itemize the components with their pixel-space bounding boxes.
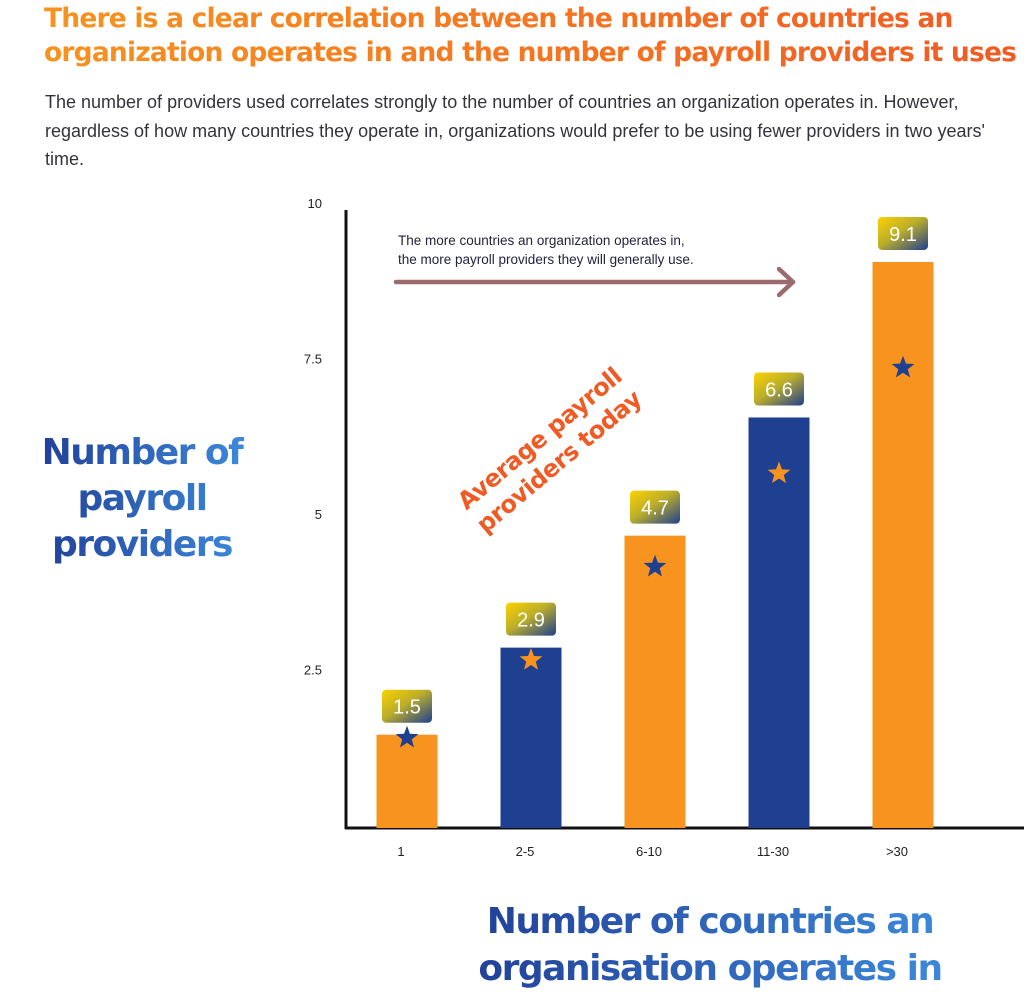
value-label: 6.6	[765, 379, 793, 401]
star-marker	[395, 725, 419, 748]
value-label: 4.7	[641, 498, 669, 520]
bar	[624, 535, 686, 828]
x-tick-label: >30	[886, 844, 908, 859]
value-label: 1.5	[393, 697, 421, 719]
bar	[376, 734, 438, 828]
star-marker	[767, 461, 791, 484]
bar	[872, 261, 934, 829]
star-marker	[891, 355, 915, 378]
x-tick-label: 1	[397, 844, 404, 859]
x-tick-labels: 1 2-5 6-10 11-30 >30	[397, 844, 908, 859]
star-marker	[643, 554, 667, 577]
average-payroll-label: Average payroll providers today	[452, 362, 647, 539]
value-label: 9.1	[889, 224, 917, 246]
value-label-badge	[754, 372, 804, 406]
value-label-badge	[382, 689, 432, 723]
y-tick-label: 7.5	[304, 352, 322, 367]
x-tick-label: 6-10	[636, 844, 662, 859]
y-tick-labels: 2.5 5 7.5 10	[304, 196, 322, 678]
page-title: There is a clear correlation between the…	[44, 2, 1019, 70]
bars-group: 1.5 2.9 4.7 6.6 9.1	[376, 216, 934, 829]
value-label-badge	[506, 602, 556, 636]
x-axis-label: Number of countries an organisation oper…	[430, 898, 990, 992]
y-tick-label: 5	[315, 507, 322, 522]
y-tick-label: 2.5	[304, 663, 322, 678]
x-tick-label: 2-5	[516, 844, 535, 859]
page-subtitle: The number of providers used correlates …	[45, 92, 985, 169]
y-tick-label: 10	[308, 196, 322, 211]
annotation-line-1: The more countries an organization opera…	[398, 233, 685, 248]
value-label-badge	[878, 216, 928, 250]
value-label-badge	[630, 490, 680, 524]
star-marker	[519, 648, 543, 670]
x-tick-label: 11-30	[757, 844, 789, 859]
trend-annotation: The more countries an organization opera…	[393, 233, 796, 282]
bar	[748, 417, 810, 828]
annotation-line-2: the more payroll providers they will gen…	[398, 252, 694, 267]
y-axis-label: Number of payroll providers	[22, 430, 262, 568]
value-label: 2.9	[517, 610, 545, 632]
bar	[500, 647, 562, 828]
